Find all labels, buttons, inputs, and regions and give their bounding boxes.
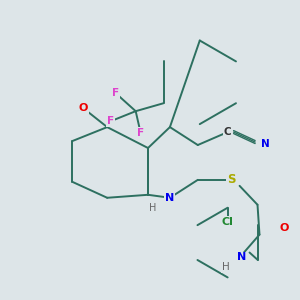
Text: N: N bbox=[237, 253, 246, 262]
Text: N: N bbox=[261, 139, 270, 149]
Text: H: H bbox=[149, 203, 157, 213]
Text: F: F bbox=[137, 128, 144, 138]
Text: N: N bbox=[165, 193, 175, 203]
Text: S: S bbox=[227, 173, 236, 186]
Text: F: F bbox=[112, 88, 119, 98]
Text: O: O bbox=[280, 223, 289, 232]
Text: H: H bbox=[222, 262, 230, 272]
Text: C: C bbox=[224, 127, 232, 137]
Text: F: F bbox=[107, 116, 114, 126]
Text: Cl: Cl bbox=[222, 217, 234, 227]
Text: O: O bbox=[79, 103, 88, 113]
